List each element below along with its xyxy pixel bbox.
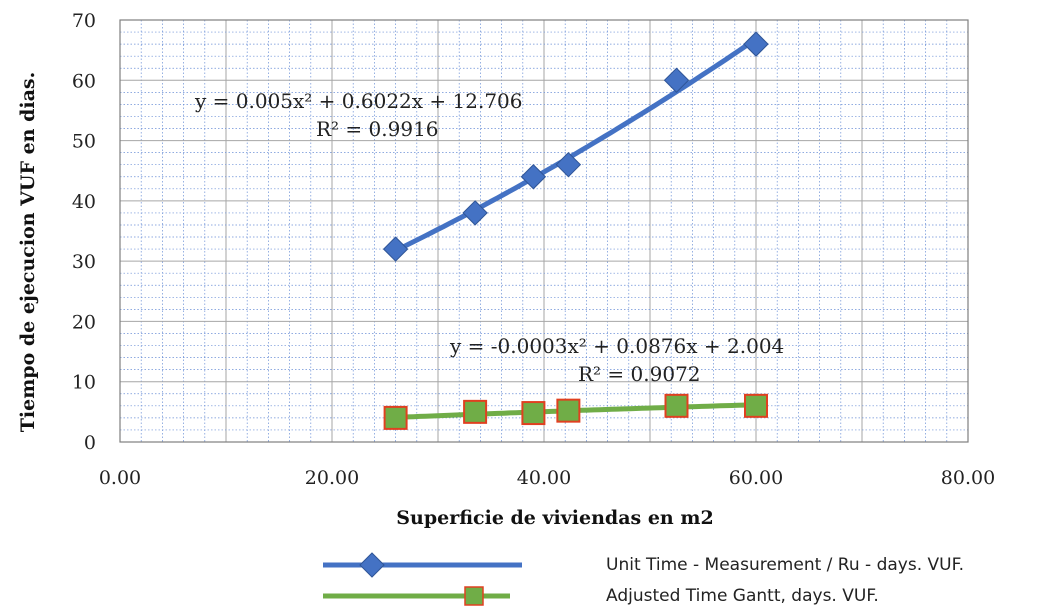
y-tick-label: 0 (84, 432, 96, 454)
plot-area-border (119, 19, 969, 443)
data-point (383, 405, 408, 430)
data-point (744, 393, 768, 418)
y-tick-label: 20 (72, 311, 96, 333)
r-squared-series-2: R² = 0.9072 (578, 362, 701, 386)
tick-labels: 0.00 20.00 40.00 60.00 80.00 0 10 20 30 40 50 60 70 (72, 10, 995, 489)
x-tick-label: 0.00 (99, 467, 141, 489)
equation-series-1: y = 0.005x² + 0.6022x + 12.706 (194, 89, 523, 113)
x-axis-title: Superficie de viviendas en m2 (396, 507, 713, 529)
data-point (663, 67, 690, 93)
y-tick-label: 30 (72, 251, 96, 273)
equation-series-2: y = -0.0003x² + 0.0876x + 2.004 (449, 334, 784, 358)
y-tick-label: 50 (72, 131, 96, 153)
y-tick-label: 70 (72, 10, 96, 32)
y-tick-label: 60 (72, 70, 96, 92)
y-tick-label: 10 (72, 372, 96, 394)
data-point (520, 164, 547, 190)
series-2 (383, 393, 768, 430)
data-point (462, 200, 488, 226)
x-tick-label: 60.00 (729, 467, 783, 489)
legend-label-series-2: Adjusted Time Gantt, days. VUF. (606, 586, 879, 606)
data-point (664, 393, 689, 418)
series (382, 31, 769, 430)
data-point (743, 31, 769, 57)
data-point (556, 398, 581, 423)
y-tick-label: 40 (72, 191, 96, 213)
legend-label-series-1: Unit Time - Measurement / Ru - days. VUF… (606, 555, 964, 575)
legend-marker-series-1 (359, 552, 385, 578)
x-tick-label: 40.00 (517, 467, 571, 489)
data-point (521, 401, 546, 426)
y-axis-title: Tiempo de ejecucion VUF en dias. (17, 72, 39, 433)
data-point (382, 236, 409, 262)
legend-marker-series-2 (464, 586, 484, 606)
trendline-series-1 (393, 36, 759, 254)
series-1 (382, 31, 769, 262)
r-squared-series-1: R² = 0.9916 (316, 117, 439, 141)
data-point (463, 399, 488, 424)
x-tick-label: 20.00 (305, 467, 359, 489)
x-tick-label: 80.00 (941, 467, 995, 489)
data-point (555, 151, 582, 178)
legend: Unit Time - Measurement / Ru - days. VUF… (323, 552, 964, 606)
grid (119, 19, 969, 443)
